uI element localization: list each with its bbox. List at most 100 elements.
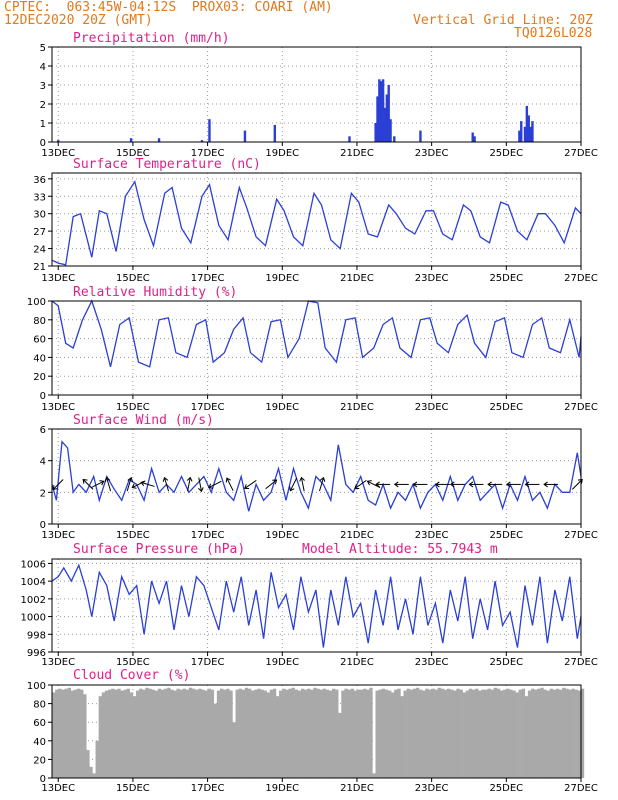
x-tick-label: 15DEC (116, 657, 150, 668)
cloud-bar (157, 688, 162, 778)
cloud-bar (58, 688, 62, 778)
cloud-bar (117, 688, 121, 778)
panel-frame (51, 558, 582, 653)
cloud-bar (67, 687, 71, 778)
x-tick-label: 17DEC (191, 657, 225, 668)
cloud-bar (325, 689, 330, 778)
precip-bar (393, 136, 396, 142)
cloud-bar (95, 740, 99, 778)
wind-arrowhead (52, 485, 58, 490)
precip-bar (389, 119, 392, 142)
cloud-bar (431, 688, 435, 778)
precip-bar (57, 140, 60, 142)
cloud-bar (64, 688, 68, 778)
series-line (51, 299, 582, 368)
cloud-bar (443, 689, 448, 778)
cloud-bar (546, 690, 550, 778)
cloud-bar (114, 689, 118, 778)
cloud-bar (55, 689, 59, 778)
cloud-bar (415, 687, 420, 778)
wind-arrow (265, 479, 277, 490)
wind-arrowhead (449, 481, 455, 488)
wind-arrow (354, 479, 367, 489)
cloud-bar (288, 688, 292, 778)
cloud-bar (437, 687, 442, 778)
y-tick-label: 2 (40, 488, 46, 499)
wind-arrowhead (131, 483, 137, 489)
wind-arrow (187, 477, 191, 492)
wind-arrowhead (354, 484, 360, 489)
cloud-bar (76, 688, 81, 778)
x-tick-label: 23DEC (415, 402, 449, 413)
cloud-bar (167, 687, 171, 778)
x-tick-label: 19DEC (265, 657, 299, 668)
precip-bar (529, 126, 532, 142)
cloud-bar (266, 692, 271, 778)
cloud-bar (531, 688, 535, 778)
cloud-bar (111, 688, 115, 778)
cloud-bar (322, 688, 327, 778)
cloud-bar (372, 773, 376, 778)
cloud-bar (170, 689, 174, 778)
precip-bar (520, 121, 523, 142)
y-tick-label: 998 (27, 630, 46, 641)
y-tick-label: 36 (33, 175, 46, 186)
cloud-bar (391, 692, 395, 778)
wind-arrowhead (140, 480, 146, 487)
cloud-bar (195, 689, 199, 778)
cloud-bar (73, 689, 78, 778)
cloud-bar (440, 688, 445, 778)
x-tick-label: 13DEC (41, 148, 75, 159)
cloud-bar (375, 690, 379, 778)
cloud-bar (154, 690, 159, 778)
cloud-title: Cloud Cover (%) (73, 668, 190, 683)
cloud-bar (86, 750, 90, 778)
precip-bar (419, 130, 422, 142)
x-tick-label: 13DEC (41, 657, 75, 668)
cloud-bar (254, 689, 258, 778)
cloud-bar (515, 692, 519, 778)
x-tick-label: 21DEC (340, 783, 374, 794)
cloud-bar (129, 692, 134, 778)
y-tick-label: 4 (40, 62, 46, 73)
y-tick-label: 27 (33, 227, 46, 238)
cloud-bar (316, 688, 320, 778)
x-tick-label: 25DEC (489, 783, 523, 794)
cloud-bar (294, 689, 299, 778)
cloud-bar (369, 687, 373, 778)
wind-arrowhead (127, 476, 134, 482)
cloud-bar (459, 689, 463, 778)
cloud-bar (397, 688, 401, 778)
precip-bar (273, 124, 277, 142)
precip-bar (527, 115, 530, 142)
cloud-bar (216, 690, 221, 778)
y-tick-label: 1006 (21, 559, 46, 570)
x-tick-label: 17DEC (191, 402, 225, 413)
cloud-bar (201, 689, 205, 778)
x-tick-label: 15DEC (116, 148, 150, 159)
cloud-bar (135, 690, 140, 778)
cloud-bar (244, 687, 249, 778)
cloud-bar (341, 690, 345, 778)
cloud-bar (247, 688, 252, 778)
y-tick-label: 60 (33, 718, 46, 729)
cloud-bar (331, 688, 336, 778)
cloud-bar (61, 689, 65, 778)
wind-arrowhead (162, 476, 169, 482)
x-tick-label: 25DEC (489, 657, 523, 668)
wind-arrowhead (412, 481, 418, 488)
cloud-bar (574, 689, 578, 778)
wind-arrowhead (186, 476, 193, 482)
wind-arrowhead (577, 478, 583, 484)
wind-arrow (198, 477, 202, 492)
wind-arrow (126, 477, 132, 492)
cloud-bar (422, 690, 426, 778)
cloud-bar (353, 690, 358, 778)
x-tick-label: 23DEC (415, 148, 449, 159)
y-tick-label: 33 (33, 192, 46, 203)
wind-arrowhead (104, 476, 111, 482)
x-tick-label: 13DEC (41, 530, 75, 541)
cloud-bar (92, 773, 96, 778)
cloud-bar (263, 690, 267, 778)
cloud-bar (552, 689, 557, 778)
